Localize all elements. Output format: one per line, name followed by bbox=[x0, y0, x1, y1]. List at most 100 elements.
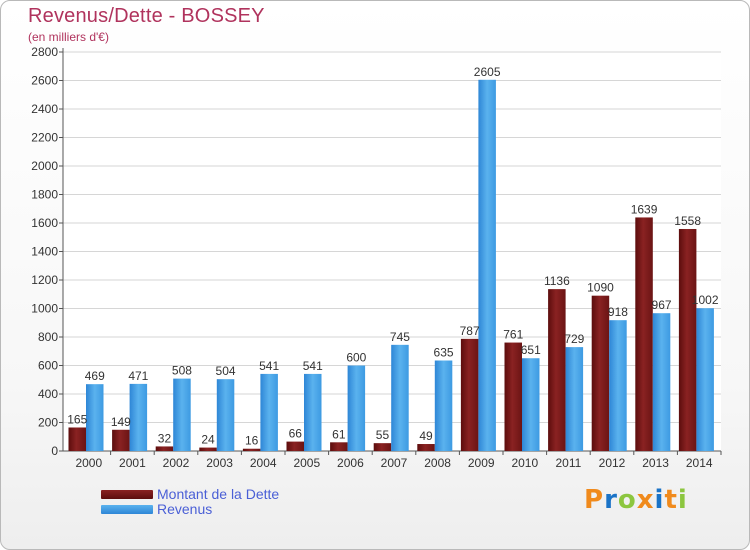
x-tick-label: 2002 bbox=[163, 456, 190, 470]
bar-revenue bbox=[86, 384, 104, 451]
y-tick-label: 2800 bbox=[31, 45, 58, 59]
bar-debt bbox=[199, 447, 217, 451]
bar-debt bbox=[635, 217, 653, 451]
bar-revenue bbox=[696, 308, 714, 451]
x-tick-label: 2011 bbox=[555, 456, 581, 470]
data-label-revenue: 600 bbox=[346, 351, 366, 365]
x-tick-label: 2009 bbox=[468, 456, 495, 470]
y-tick-label: 200 bbox=[38, 416, 58, 430]
logo-letter: r bbox=[604, 485, 618, 515]
bar-debt bbox=[373, 443, 392, 451]
data-label-debt: 1090 bbox=[587, 281, 614, 295]
x-tick-label: 2003 bbox=[206, 456, 233, 470]
bar-revenue bbox=[347, 365, 366, 451]
data-label-revenue: 469 bbox=[85, 369, 105, 383]
logo-letter: i bbox=[654, 485, 665, 515]
bar-debt bbox=[68, 427, 86, 451]
y-tick-label: 2000 bbox=[31, 159, 58, 173]
bar-debt bbox=[242, 448, 261, 451]
data-label-debt: 787 bbox=[460, 324, 480, 338]
x-tick-label: 2013 bbox=[642, 456, 669, 470]
y-tick-label: 2600 bbox=[31, 74, 58, 88]
y-tick-label: 800 bbox=[38, 330, 58, 344]
y-tick-label: 400 bbox=[38, 387, 58, 401]
data-label-revenue: 745 bbox=[390, 330, 410, 344]
data-label-debt: 32 bbox=[158, 431, 172, 445]
bar-revenue bbox=[652, 313, 671, 451]
data-label-debt: 49 bbox=[419, 429, 433, 443]
bar-revenue bbox=[304, 373, 322, 451]
y-tick-label: 2200 bbox=[31, 131, 58, 145]
bar-revenue bbox=[391, 344, 409, 451]
proxiti-logo: Proxiti bbox=[584, 485, 688, 515]
data-label-revenue: 508 bbox=[172, 364, 192, 378]
logo-letter: x bbox=[636, 485, 655, 515]
bar-revenue bbox=[609, 320, 627, 451]
data-label-debt: 165 bbox=[67, 412, 87, 426]
data-label-revenue: 967 bbox=[652, 298, 672, 312]
x-tick-label: 2008 bbox=[424, 456, 451, 470]
bar-debt bbox=[112, 429, 130, 451]
x-tick-label: 2012 bbox=[599, 456, 626, 470]
bar-debt bbox=[460, 338, 479, 451]
data-label-debt: 1136 bbox=[544, 274, 570, 288]
chart-title: Revenus/Dette - BOSSEY bbox=[28, 5, 265, 27]
y-tick-label: 1000 bbox=[31, 302, 58, 316]
legend-swatch-debt bbox=[101, 490, 153, 499]
y-tick-label: 600 bbox=[38, 359, 58, 373]
data-label-revenue: 918 bbox=[608, 305, 628, 319]
data-label-debt: 24 bbox=[201, 433, 215, 447]
bar-revenue bbox=[478, 79, 496, 451]
x-tick-label: 2006 bbox=[337, 456, 364, 470]
bar-revenue bbox=[522, 358, 540, 451]
data-label-revenue: 541 bbox=[303, 359, 323, 373]
data-label-revenue: 729 bbox=[564, 332, 584, 346]
data-label-debt: 66 bbox=[289, 427, 303, 441]
x-tick-label: 2001 bbox=[119, 456, 146, 470]
x-tick-label: 2014 bbox=[686, 456, 713, 470]
data-label-debt: 16 bbox=[245, 434, 259, 448]
bar-debt bbox=[286, 441, 304, 451]
bar-revenue bbox=[434, 360, 453, 451]
y-tick-label: 2400 bbox=[31, 102, 58, 116]
x-tick-label: 2010 bbox=[511, 456, 538, 470]
x-tick-label: 2004 bbox=[250, 456, 277, 470]
bars bbox=[68, 79, 714, 451]
bar-debt bbox=[548, 289, 566, 451]
data-label-debt: 61 bbox=[332, 427, 346, 441]
bar-revenue bbox=[565, 347, 584, 451]
bar-debt bbox=[330, 442, 348, 451]
legend-label-revenue: Revenus bbox=[157, 501, 213, 517]
data-label-revenue: 541 bbox=[259, 359, 279, 373]
chart-subtitle: (en milliers d'€) bbox=[28, 30, 109, 44]
legend-swatch-revenue bbox=[101, 505, 153, 514]
bar-debt bbox=[504, 342, 522, 451]
bar-debt bbox=[417, 444, 435, 451]
bar-revenue bbox=[216, 379, 235, 451]
bar-debt bbox=[591, 295, 610, 451]
y-tick-label: 0 bbox=[51, 444, 58, 458]
y-tick-label: 1800 bbox=[31, 188, 58, 202]
data-label-debt: 1639 bbox=[631, 202, 658, 216]
x-tick-label: 2005 bbox=[293, 456, 320, 470]
bar-revenue bbox=[129, 383, 148, 451]
data-label-revenue: 504 bbox=[216, 364, 236, 378]
data-label-revenue: 2605 bbox=[474, 65, 501, 79]
data-label-debt: 149 bbox=[111, 415, 131, 429]
legend-label-debt: Montant de la Dette bbox=[157, 486, 280, 502]
x-tick-label: 2007 bbox=[381, 456, 408, 470]
bar-revenue bbox=[260, 373, 278, 451]
data-label-debt: 55 bbox=[376, 428, 390, 442]
x-tick-label: 2000 bbox=[75, 456, 102, 470]
logo-letter: i bbox=[677, 485, 688, 515]
y-tick-label: 1400 bbox=[31, 245, 58, 259]
data-label-debt: 1558 bbox=[674, 214, 701, 228]
bar-revenue bbox=[173, 378, 191, 451]
bar-debt bbox=[678, 228, 697, 451]
y-tick-label: 1600 bbox=[31, 216, 58, 230]
data-label-revenue: 1002 bbox=[692, 293, 719, 307]
data-label-revenue: 471 bbox=[128, 369, 148, 383]
data-label-revenue: 651 bbox=[521, 343, 541, 357]
